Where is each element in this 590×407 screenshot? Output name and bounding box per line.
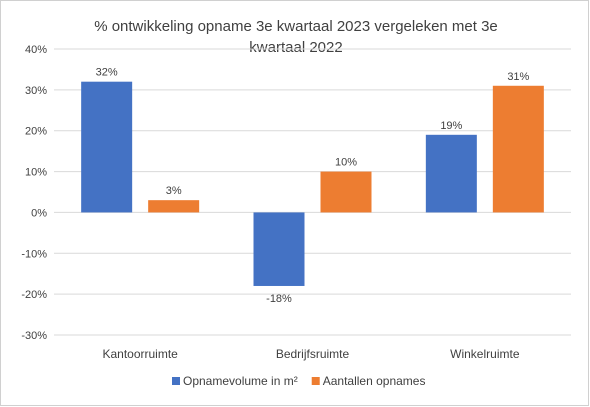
legend-swatch: [311, 377, 320, 385]
category-label: Kantoorruimte: [102, 347, 178, 361]
y-tick-label: -10%: [21, 248, 47, 260]
data-label: 31%: [507, 71, 529, 83]
data-label: -18%: [266, 293, 292, 305]
data-labels: 32% 3% -18% 10% 19% 31%: [96, 67, 530, 305]
chart-title-line-1: % ontwikkeling opname 3e kwartaal 2023 v…: [94, 18, 498, 35]
y-tick-label: -30%: [21, 330, 47, 342]
bar: [148, 200, 200, 213]
bar: [425, 134, 477, 213]
legend-swatch: [172, 377, 180, 385]
y-tick-label: 30%: [25, 85, 47, 97]
category-label: Bedrijfsruimte: [276, 347, 350, 361]
y-axis-ticks: 40% 30% 20% 10% 0% -10% -20% -30%: [21, 44, 47, 342]
y-tick-label: 10%: [25, 167, 47, 179]
data-label: 32%: [96, 67, 118, 79]
y-tick-label: 40%: [25, 44, 47, 56]
data-label: 19%: [440, 120, 462, 132]
bar: [320, 171, 372, 213]
data-label: 3%: [166, 185, 182, 197]
legend-label: Opnamevolume in m²: [183, 374, 298, 388]
y-tick-label: -20%: [21, 289, 47, 301]
bar: [253, 212, 305, 286]
legend-label: Aantallen opnames: [323, 374, 426, 388]
bar: [492, 85, 544, 213]
chart-title-line-2: kwartaal 2022: [249, 39, 342, 56]
y-tick-label: 20%: [25, 126, 47, 138]
bar: [81, 81, 133, 213]
gridlines: [54, 48, 571, 336]
x-axis-categories: Kantoorruimte Bedrijfsruimte Winkelruimte: [102, 347, 519, 361]
legend: Opnamevolume in m² Aantallen opnames: [172, 374, 425, 388]
bars: [81, 81, 544, 286]
y-tick-label: 0%: [31, 207, 47, 219]
category-label: Winkelruimte: [450, 347, 520, 361]
data-label: 10%: [335, 157, 357, 169]
